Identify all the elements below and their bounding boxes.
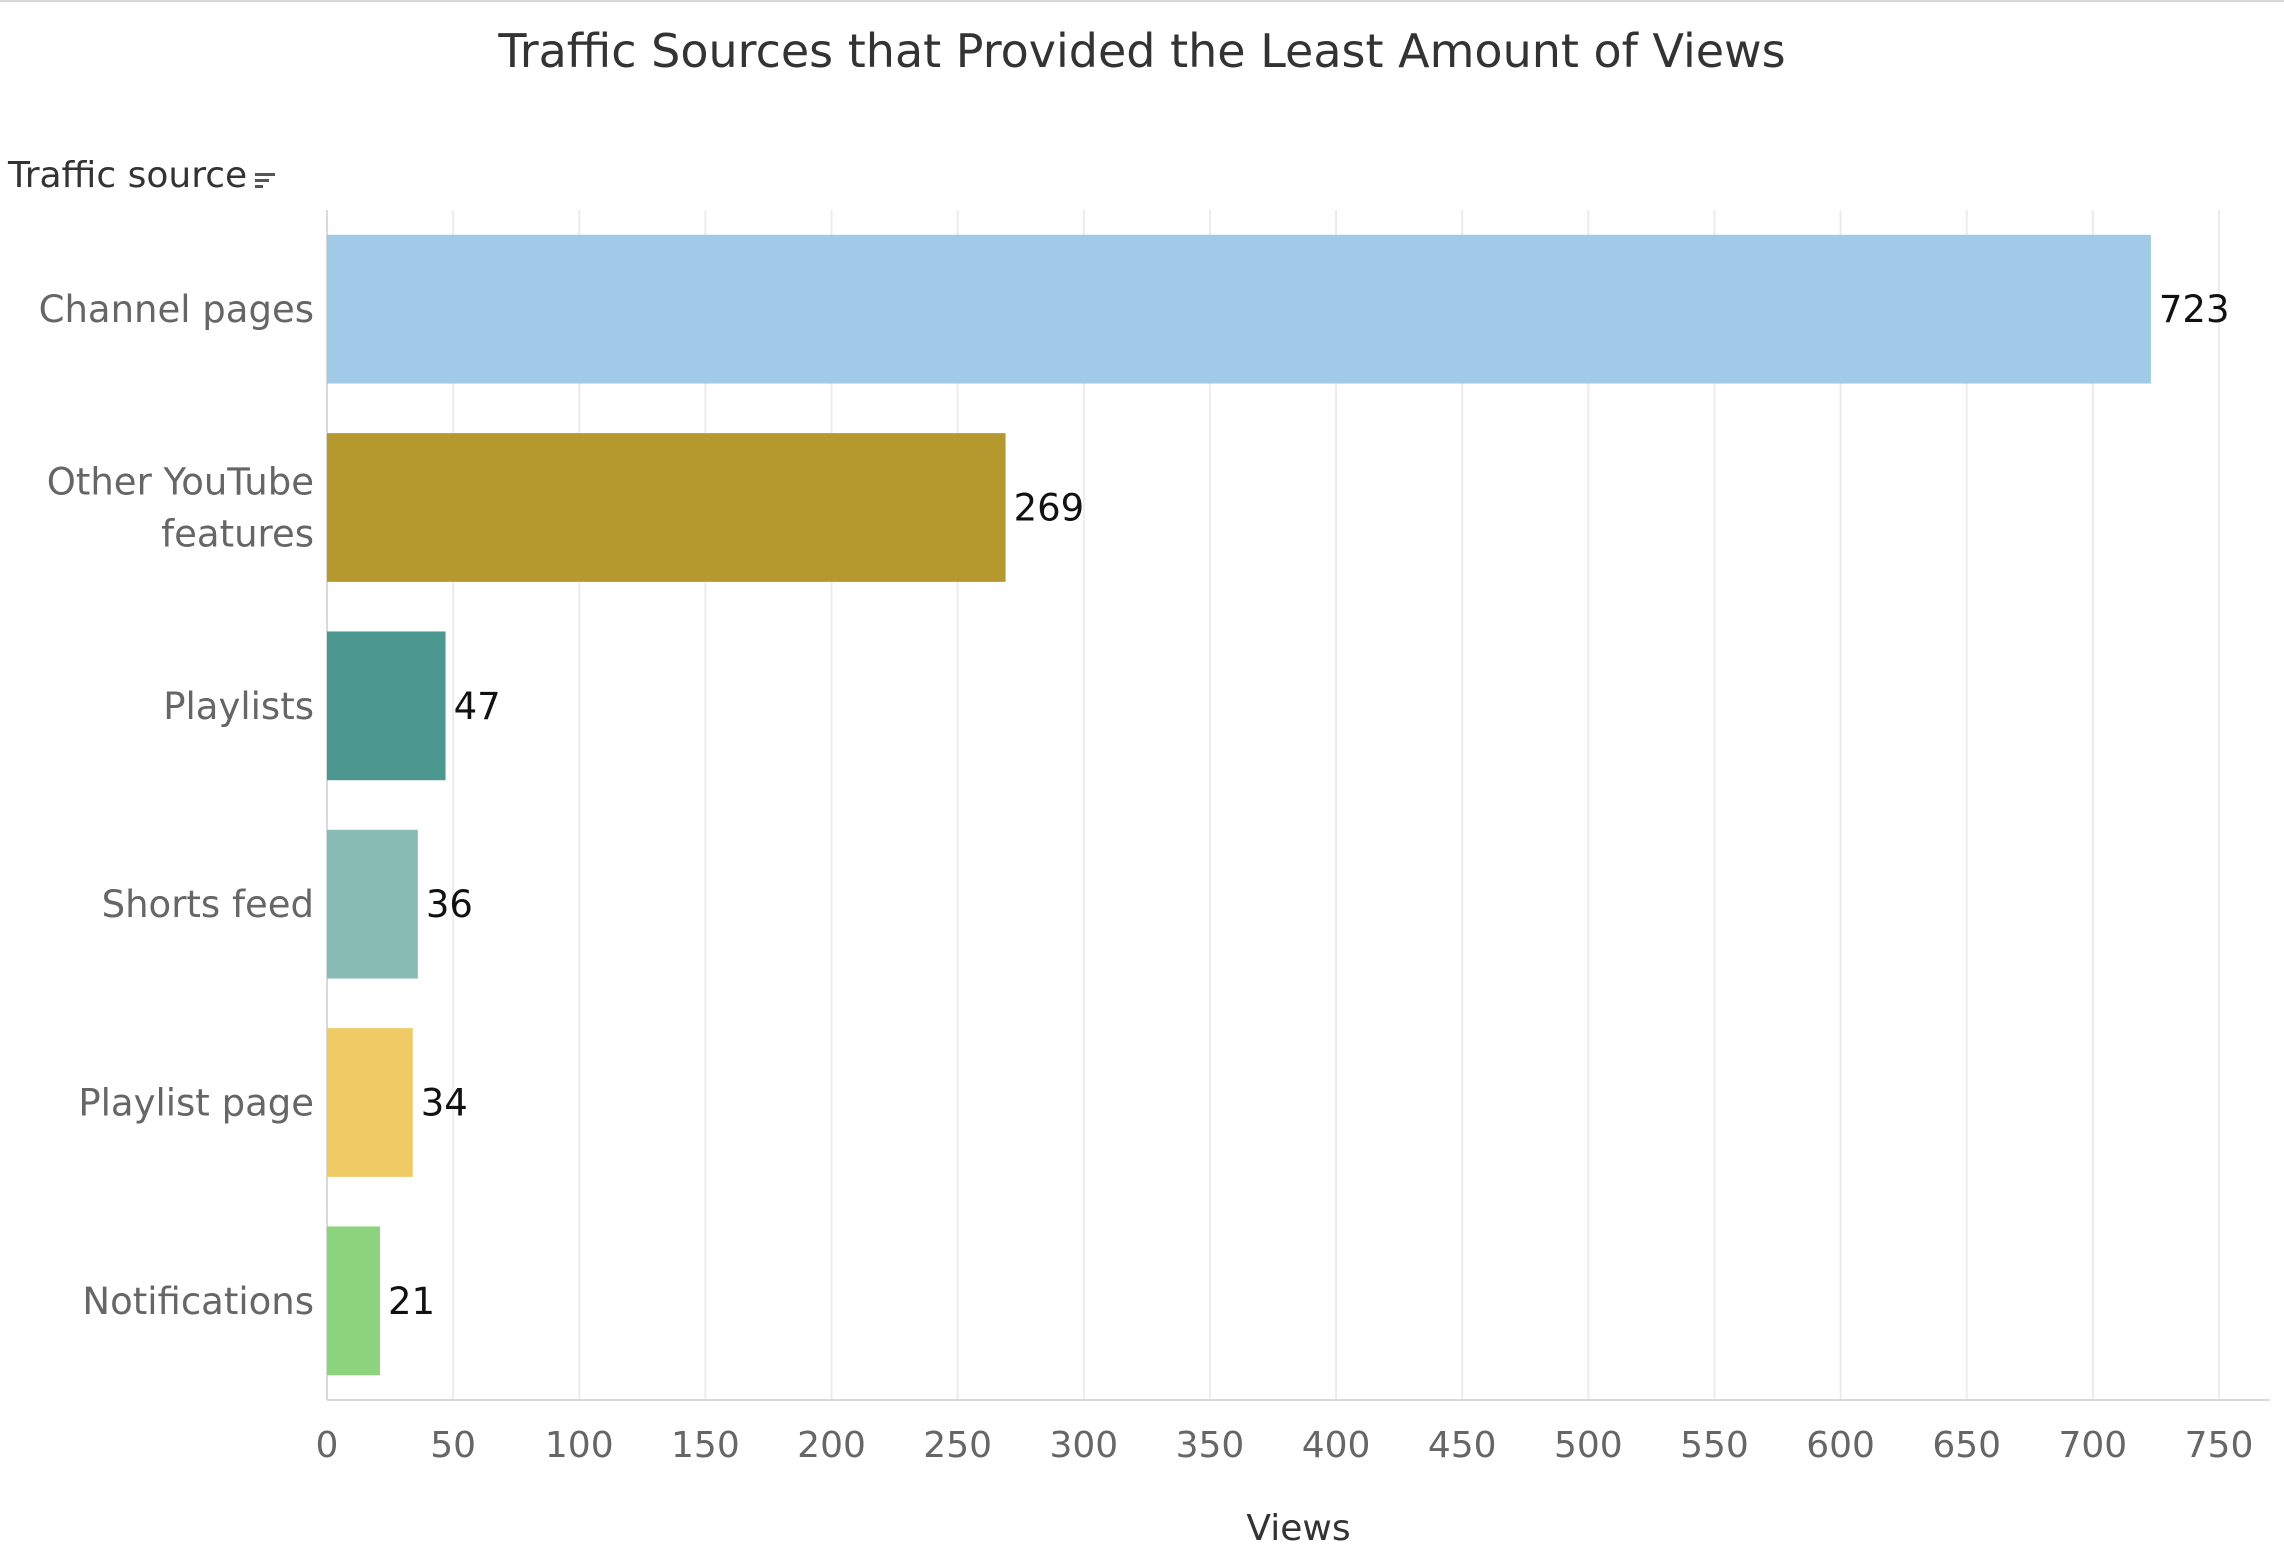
x-tick-label: 700 [2059,1425,2128,1466]
data-label: 34 [421,1082,468,1125]
x-tick-label: 350 [1176,1425,1245,1466]
top-divider [0,0,2284,2]
x-tick-label: 650 [1932,1425,2001,1466]
x-tick-label: 50 [430,1425,476,1466]
data-label: 36 [426,883,473,926]
x-tick-label: 500 [1554,1425,1623,1466]
x-tick-label: 450 [1428,1425,1497,1466]
x-tick-label: 100 [545,1425,614,1466]
bar [327,433,1006,582]
category-label: Shorts feed [102,883,314,926]
y-axis-header[interactable]: Traffic source [8,155,277,196]
sort-descending-icon[interactable] [253,168,277,192]
chart-title: Traffic Sources that Provided the Least … [498,24,1786,78]
category-label: Playlist page [78,1082,314,1125]
x-tick-label: 750 [2185,1425,2254,1466]
bar [327,234,2151,384]
y-axis-title: Traffic source [8,155,248,196]
bar [327,829,418,979]
x-tick-label: 200 [797,1425,866,1466]
category-label: Playlists [163,685,314,728]
x-tick-label: 300 [1049,1425,1118,1466]
bar [327,1226,380,1376]
data-label: 723 [2159,288,2230,331]
category-label: features [161,513,314,556]
x-axis-title: Views [1246,1508,1350,1549]
data-label: 21 [388,1280,435,1323]
x-tick-label: 550 [1680,1425,1749,1466]
category-label: Channel pages [39,288,314,331]
data-label: 47 [454,685,501,728]
data-label: 269 [1014,487,1085,530]
x-tick-label: 0 [316,1425,339,1466]
category-label: Notifications [82,1280,314,1323]
category-label: Other YouTube [47,461,314,504]
bar [327,631,446,781]
x-tick-label: 600 [1806,1425,1875,1466]
bar [327,1028,413,1177]
x-tick-label: 400 [1302,1425,1371,1466]
x-tick-label: 150 [671,1425,740,1466]
x-tick-label: 250 [923,1425,992,1466]
